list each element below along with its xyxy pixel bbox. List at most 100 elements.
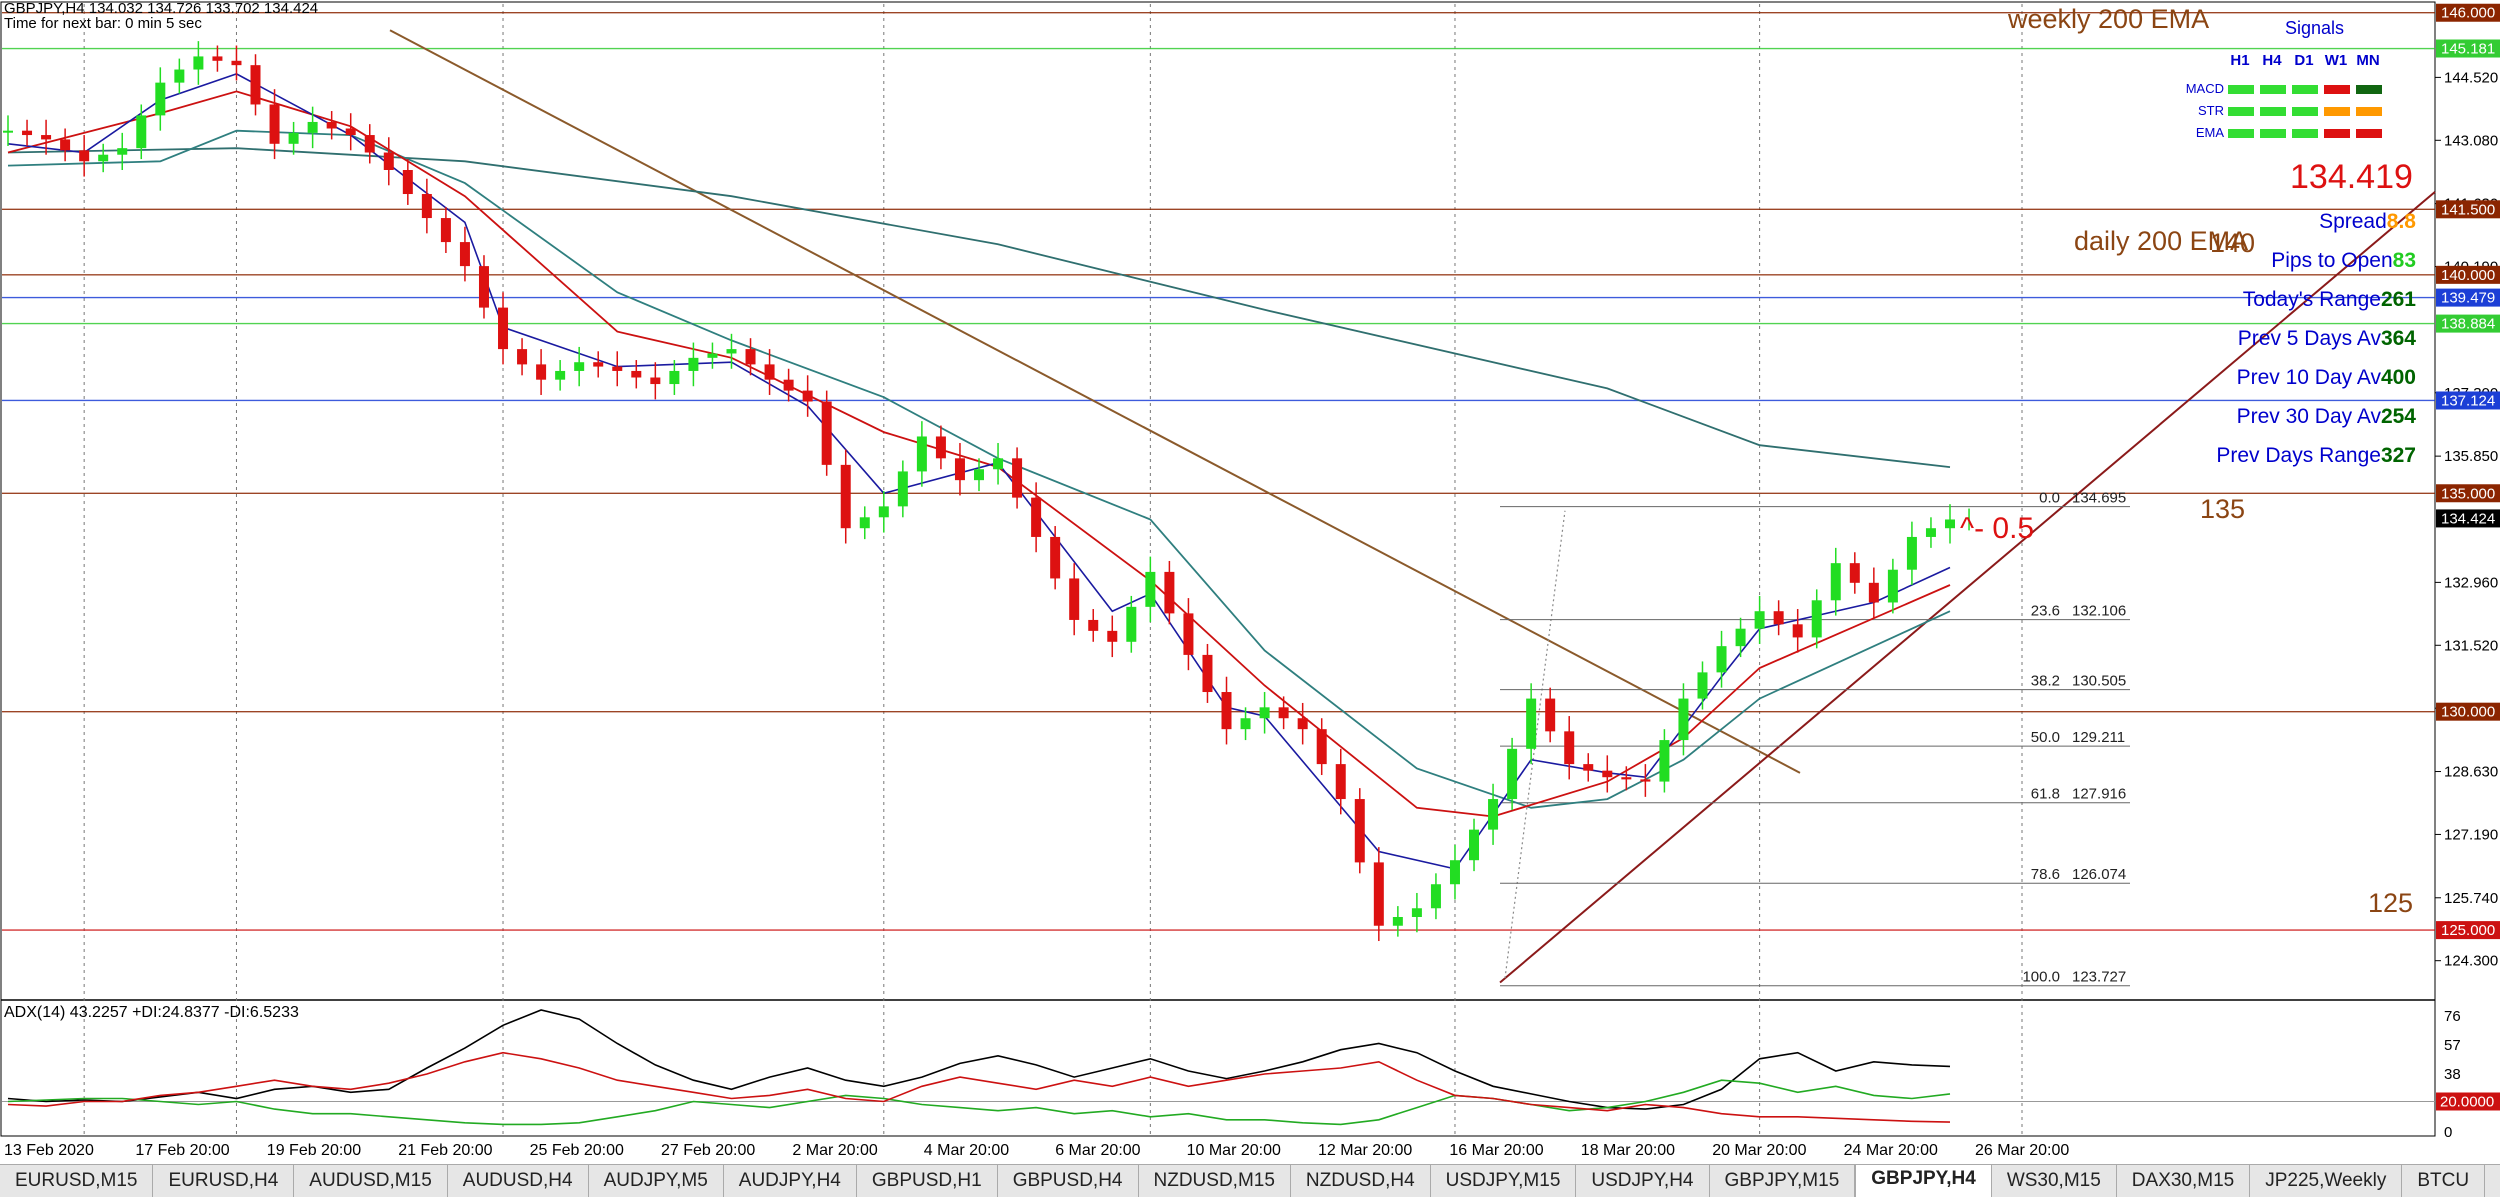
- tab-jp225-weekly[interactable]: JP225,Weekly: [2250, 1165, 2403, 1197]
- adx-tick-2: 38: [2444, 1066, 2461, 1083]
- tab-audusd-h4[interactable]: AUDUSD,H4: [448, 1165, 589, 1197]
- candle-body-51: [1945, 519, 1955, 529]
- adx-series-2: [7, 1051, 1951, 1123]
- signal-row-0: MACD: [2186, 81, 2224, 96]
- tab-eurusd-m15[interactable]: EURUSD,M15: [0, 1165, 154, 1197]
- signals-grid: H1 H4 D1 W1 MN MACD STR EMA: [2186, 52, 2382, 140]
- fib-price-5: 126.074: [2072, 866, 2126, 883]
- tab-gbpjpy-h4[interactable]: GBPJPY,H4: [1855, 1165, 1992, 1197]
- adx-series-1: [7, 1079, 1951, 1126]
- stat-0: Spread8.8: [2319, 210, 2416, 234]
- candle-body-8: [307, 121, 318, 133]
- adx-badge-label: 20.0000: [2440, 1094, 2494, 1111]
- candle-body-b-15: [593, 362, 604, 367]
- candle-body-10: [383, 152, 394, 170]
- fib-price-2: 130.505: [2072, 673, 2126, 690]
- time-axis: 13 Feb 2020 17 Feb 20:00 19 Feb 20:00 21 Fe…: [4, 1142, 2069, 1159]
- candle-body-b-37: [1430, 884, 1441, 909]
- tab-gbpusd-h1[interactable]: GBPUSD,H1: [857, 1165, 998, 1197]
- candle-body-28: [1069, 578, 1080, 620]
- stat-value-0: 8.8: [2386, 210, 2416, 233]
- candle-body-b-14: [555, 370, 566, 380]
- candle-body-20: [764, 364, 775, 380]
- candle-body-b-32: [1240, 718, 1251, 730]
- stat-label-4: Prev 10 Day Av: [2236, 366, 2381, 389]
- candle-body-48: [1830, 563, 1841, 601]
- tab-dax30-m15[interactable]: DAX30,M15: [2117, 1165, 2251, 1197]
- candle-body-b-24: [935, 436, 946, 459]
- signal-col-4: MN: [2356, 52, 2379, 69]
- price-badge-4: [2436, 288, 2500, 307]
- candle-body-37: [1411, 908, 1422, 917]
- candle-body-b-50: [1925, 528, 1936, 537]
- candle-body-b-19: [745, 349, 756, 365]
- signal-cell-1-2: [2292, 107, 2318, 116]
- price-badge-label-6: 137.124: [2441, 392, 2495, 409]
- signal-col-0: H1: [2230, 52, 2249, 69]
- candle-body-31: [1183, 613, 1194, 655]
- price-badge-label-0: 146.000: [2441, 5, 2495, 22]
- candle-body-b-26: [1012, 458, 1023, 498]
- tab-btcu[interactable]: BTCU: [2402, 1165, 2486, 1197]
- candle-body-40: [1526, 698, 1537, 749]
- weekly-ema-label: weekly 200 EMA: [2008, 4, 2210, 34]
- candle-body-b-7: [288, 132, 299, 144]
- price-tick-label-12: 124.300: [2444, 953, 2498, 970]
- candle-body-b-21: [821, 401, 832, 465]
- candle-body-b-11: [440, 218, 451, 243]
- candle-body-32: [1221, 692, 1232, 730]
- fibonacci-retracement: 0.0 134.695 23.6 132.106 38.2 130.505 50.0 129.…: [1500, 490, 2130, 987]
- price-badge-0: [2436, 3, 2500, 22]
- signals-title: Signals: [2285, 18, 2345, 38]
- price-tick-label-9: 128.630: [2444, 764, 2498, 781]
- tab-audjpy-h4[interactable]: AUDJPY,H4: [724, 1165, 857, 1197]
- candle-body-b-2: [98, 154, 109, 162]
- tab-usdjpy-h4[interactable]: USDJPY,H4: [1576, 1165, 1710, 1197]
- time-label-15: 26 Mar 20:00: [1975, 1142, 2069, 1159]
- price-badge-label-2: 141.500: [2441, 201, 2495, 218]
- adx-badge: [2436, 1092, 2500, 1111]
- tab-audjpy-m5[interactable]: AUDJPY,M5: [589, 1165, 724, 1197]
- bar-timer: Time for next bar: 0 min 5 sec: [4, 15, 202, 32]
- adx-tick-1: 57: [2444, 1037, 2461, 1054]
- tab-gbpjpy-m15[interactable]: GBPJPY,M15: [1710, 1165, 1856, 1197]
- price-tick-label-10: 127.190: [2444, 826, 2498, 843]
- candle-body-46: [1754, 611, 1765, 629]
- tab-eurusd-h4[interactable]: EURUSD,H4: [153, 1165, 295, 1197]
- price-badge-8: [2436, 509, 2500, 528]
- signal-col-3: W1: [2325, 52, 2348, 69]
- stat-label-0: Spread: [2319, 210, 2387, 233]
- candle-body-b-31: [1202, 654, 1213, 693]
- candle-body-44: [1678, 698, 1689, 741]
- candle-body-15: [574, 362, 585, 371]
- chart-frame: [0, 1, 2436, 1137]
- level-135-label: 135: [2200, 494, 2246, 524]
- stat-value-5: 254: [2380, 405, 2416, 428]
- candle-body-b-35: [1354, 799, 1365, 863]
- tab-nzdusd-h4[interactable]: NZDUSD,H4: [1291, 1165, 1431, 1197]
- tab-audusd-m15[interactable]: AUDUSD,M15: [294, 1165, 448, 1197]
- candle-body-b-36: [1392, 917, 1403, 926]
- price-tick-label-11: 125.740: [2444, 890, 2498, 907]
- fib-ratio-3: 50.0: [2031, 729, 2060, 746]
- fib-ratio-5: 78.6: [2031, 866, 2060, 883]
- level-140-label: 140: [2210, 228, 2256, 258]
- adx-label: ADX(14) 43.2257 +DI:24.8377 -DI:6.5233: [4, 1004, 299, 1021]
- tab-ws30-m15[interactable]: WS30,M15: [1992, 1165, 2117, 1197]
- candle-body-b-34: [1316, 729, 1327, 765]
- candle-body-b-9: [364, 135, 375, 153]
- tab-usdjpy-m15[interactable]: USDJPY,M15: [1431, 1165, 1577, 1197]
- candle-body-b-33: [1278, 707, 1289, 719]
- time-label-4: 25 Feb 20:00: [530, 1142, 624, 1159]
- price-tick-label-1: 143.080: [2444, 132, 2498, 149]
- chart-canvas[interactable]: 0.0 134.695 23.6 132.106 38.2 130.505 50.0 129.…: [0, 0, 2500, 1164]
- candle-body-b-17: [669, 370, 680, 385]
- time-label-5: 27 Feb 20:00: [661, 1142, 755, 1159]
- time-label-14: 24 Mar 20:00: [1844, 1142, 1938, 1159]
- candle-body-33: [1259, 707, 1270, 719]
- adx-subwindow: 76573819020.0000: [2, 1008, 2500, 1141]
- tab-nzdusd-m15[interactable]: NZDUSD,M15: [1139, 1165, 1291, 1197]
- tab-gbpusd-h4[interactable]: GBPUSD,H4: [998, 1165, 1139, 1197]
- fib-ratio-4: 61.8: [2031, 786, 2060, 803]
- candle-body-36: [1373, 862, 1384, 926]
